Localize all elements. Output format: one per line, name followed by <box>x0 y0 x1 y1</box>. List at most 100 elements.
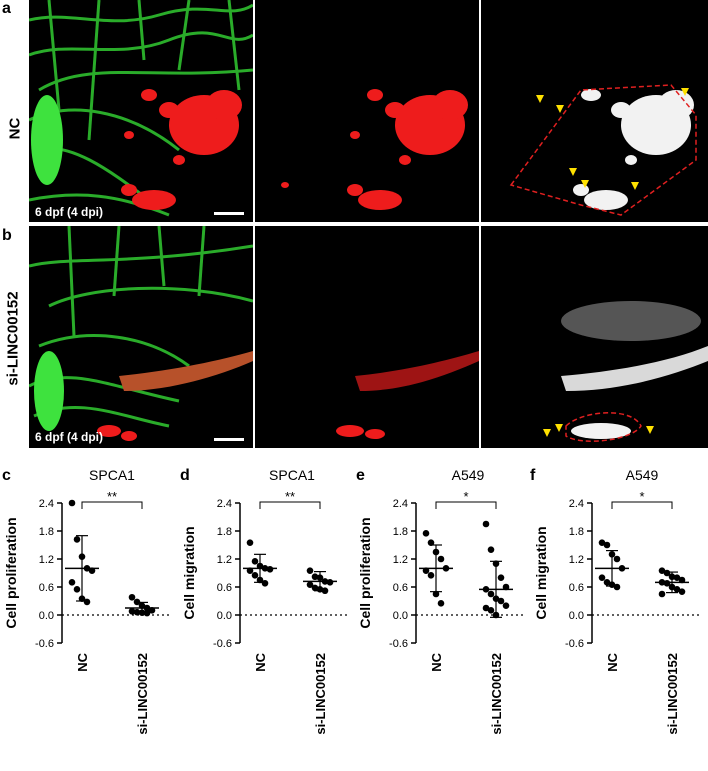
data-point <box>266 565 274 573</box>
data-point <box>68 499 76 507</box>
significance-bracket <box>259 501 321 509</box>
y-axis-label: Cell migration <box>181 526 197 619</box>
x-category-label: NC <box>605 652 620 671</box>
x-category-label: NC <box>253 652 268 671</box>
data-point <box>613 555 621 563</box>
scale-bar-a <box>214 212 244 215</box>
y-axis-label: Cell migration <box>533 526 549 619</box>
data-point <box>422 530 430 537</box>
y-tick-label: 0.0 <box>569 610 584 622</box>
data-point <box>73 536 81 543</box>
image-red-si <box>255 226 479 448</box>
image-merge-nc: 6 dpf (4 dpi) <box>29 0 253 222</box>
data-point <box>497 597 505 605</box>
data-point <box>613 583 621 591</box>
y-tick-label: -0.6 <box>565 638 584 650</box>
significance-label: * <box>463 489 468 504</box>
data-point <box>487 607 495 614</box>
significance-bracket <box>611 501 673 509</box>
y-tick-label: 2.4 <box>39 498 54 510</box>
data-point <box>427 572 435 579</box>
data-point <box>482 604 490 612</box>
y-tick-label: 0.6 <box>39 582 54 594</box>
data-point <box>663 569 671 577</box>
y-tick-label: 1.8 <box>217 526 232 538</box>
data-point <box>673 574 681 581</box>
data-point <box>603 579 611 586</box>
y-tick-label: 1.2 <box>393 554 408 566</box>
y-tick-label: 1.2 <box>39 554 54 566</box>
scale-bar-b <box>214 438 244 441</box>
data-point <box>603 541 611 549</box>
caption-a: 6 dpf (4 dpi) <box>35 205 103 219</box>
x-category-label: NC <box>75 652 90 671</box>
chart-title-d: SPCA1 <box>269 467 315 483</box>
y-tick-label: 1.2 <box>217 554 232 566</box>
panel-letter-a: a <box>2 0 11 17</box>
data-point <box>68 579 76 586</box>
data-point <box>658 590 666 598</box>
significance-label: ** <box>107 489 117 504</box>
y-tick-label: 2.4 <box>569 498 584 510</box>
data-point <box>658 567 666 574</box>
y-tick-label: 0.0 <box>217 610 232 622</box>
x-category-label: si-LINC00152 <box>313 653 328 735</box>
scatter-chart-c: Cell proliferation 2.4 1.8 1.2 0.6 0.0 -0.6 ** N… <box>3 489 170 735</box>
caption-b: 6 dpf (4 dpi) <box>35 430 103 444</box>
x-category-label: NC <box>429 652 444 671</box>
y-tick-label: -0.6 <box>213 638 232 650</box>
y-tick-label: 1.8 <box>569 526 584 538</box>
row-label-si: si-LINC00152 <box>4 291 22 386</box>
y-tick-label: -0.6 <box>389 638 408 650</box>
scatter-chart-d: Cell migration 2.4 1.8 1.2 0.6 0.0 -0.6 ** NC si-… <box>181 489 348 735</box>
y-tick-label: 2.4 <box>393 498 408 510</box>
y-tick-label: 1.8 <box>393 526 408 538</box>
y-tick-label: -0.6 <box>35 638 54 650</box>
data-point <box>326 579 334 586</box>
y-tick-label: 0.0 <box>393 610 408 622</box>
data-point <box>487 546 495 553</box>
y-tick-label: 1.2 <box>569 554 584 566</box>
panel-letter-b: b <box>2 227 12 244</box>
data-point <box>437 555 445 563</box>
chart-letter-e: e <box>356 467 365 484</box>
row-label-nc: NC <box>6 117 24 140</box>
chart-title-e: A549 <box>451 467 485 483</box>
chart-letter-f: f <box>530 467 536 484</box>
significance-bracket <box>81 501 143 509</box>
image-merge-si: 6 dpf (4 dpi) <box>29 226 253 448</box>
data-point <box>251 572 259 579</box>
data-point <box>598 539 606 546</box>
data-point <box>437 600 445 607</box>
x-category-label: si-LINC00152 <box>665 653 680 735</box>
y-tick-label: 0.0 <box>39 610 54 622</box>
data-point <box>311 584 319 592</box>
data-point <box>427 539 435 546</box>
data-point <box>128 593 136 601</box>
significance-label: * <box>639 489 644 504</box>
data-point <box>673 586 681 593</box>
data-point <box>482 520 490 528</box>
data-point <box>678 588 686 595</box>
significance-label: ** <box>285 489 295 504</box>
image-outline-si <box>481 226 708 448</box>
data-point <box>432 590 440 598</box>
data-point <box>306 567 314 574</box>
data-point <box>73 586 81 593</box>
chart-letter-c: c <box>2 467 11 484</box>
data-point <box>502 602 510 609</box>
x-category-label: si-LINC00152 <box>135 653 150 735</box>
data-point <box>311 573 319 581</box>
data-point <box>83 598 91 606</box>
y-axis-label: Cell proliferation <box>3 517 19 628</box>
data-point <box>261 579 269 587</box>
y-tick-label: 1.8 <box>39 526 54 538</box>
chart-title-c: SPCA1 <box>89 467 135 483</box>
image-outline-nc <box>481 0 708 222</box>
chart-letter-d: d <box>180 467 190 484</box>
x-category-label: si-LINC00152 <box>489 653 504 735</box>
chart-title-f: A549 <box>625 467 659 483</box>
y-tick-label: 0.6 <box>217 582 232 594</box>
image-red-nc <box>255 0 479 222</box>
y-tick-label: 0.6 <box>569 582 584 594</box>
